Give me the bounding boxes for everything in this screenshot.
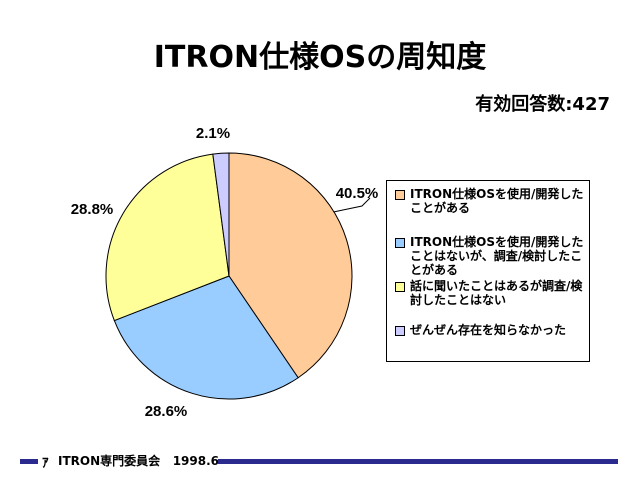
footer-org: ITRON専門委員会 [58, 454, 161, 468]
slice-used [228, 152, 353, 379]
legend-swatch-investigated [395, 238, 405, 248]
data-label-investigated: 28.6% [145, 403, 188, 420]
data-label-unknown: 2.1% [196, 125, 230, 142]
legend-label-unknown: ぜんぜん存在を知らなかった [410, 323, 567, 337]
chart-title: ITRON仕様OSの周知度 [153, 40, 487, 75]
legend-label-used: ITRON仕様OSを使用/開発したことがある [410, 187, 584, 215]
data-label-used: 40.5% [336, 185, 379, 202]
footer-bar-right [218, 459, 618, 464]
footer-text: ITRON専門委員会 1998.6 [58, 452, 219, 469]
legend-label-heard: 話に聞いたことはあるが調査/検討したことはない [410, 279, 583, 307]
legend-item-unknown: ぜんぜん存在を知らなかった [395, 323, 587, 337]
legend-swatch-heard [395, 282, 405, 292]
legend-item-investigated: ITRON仕様OSを使用/開発したことはないが、調査/検討したことがある [395, 235, 587, 277]
slice-heard [105, 153, 230, 322]
footer-bar-left [20, 459, 38, 464]
legend-swatch-unknown [395, 326, 405, 336]
leader-line [333, 197, 371, 213]
itron-logo-icon: ｱ [42, 456, 49, 471]
legend-item-heard: 話に聞いたことはあるが調査/検討したことはない [395, 279, 587, 307]
respondent-count: 有効回答数:427 [475, 94, 610, 115]
legend-swatch-used [395, 190, 405, 200]
slice-investigated [113, 275, 299, 400]
slice-unknown [212, 152, 230, 277]
legend-label-investigated: ITRON仕様OSを使用/開発したことはないが、調査/検討したことがある [410, 235, 584, 277]
data-label-heard: 28.8% [71, 201, 114, 218]
legend-item-used: ITRON仕様OSを使用/開発したことがある [395, 187, 587, 215]
chart-legend: ITRON仕様OSを使用/開発したことがある ITRON仕様OSを使用/開発した… [386, 180, 590, 362]
footer-date: 1998.6 [172, 454, 219, 468]
